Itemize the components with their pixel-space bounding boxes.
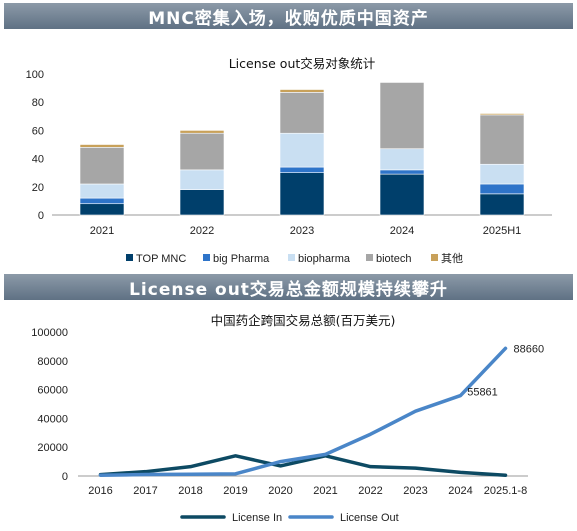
x-tick-label: 2016 — [88, 485, 112, 497]
bar-segment — [279, 172, 325, 216]
x-tick-label: 2020 — [268, 485, 292, 497]
legend-label: biotech — [376, 253, 411, 265]
y-tick-label: 0 — [62, 471, 68, 483]
bar-segment — [279, 132, 325, 168]
x-tick-label: 2017 — [133, 485, 157, 497]
section-banner-license-out: License out交易总金额规模持续攀升 — [4, 274, 573, 300]
x-tick-label: 2023 — [290, 225, 314, 237]
y-tick-label: 40000 — [37, 413, 68, 425]
series-line — [98, 346, 508, 478]
legend-label: 其他 — [441, 252, 463, 265]
bar-segment — [379, 173, 425, 216]
chart-title: 中国药企跨国交易总额(百万美元) — [211, 313, 396, 328]
x-tick-label: 2018 — [178, 485, 202, 497]
bar-segment — [279, 92, 325, 134]
x-tick-label: 2024 — [448, 485, 472, 497]
legend-swatch — [288, 254, 295, 261]
y-tick-label: 20000 — [37, 442, 68, 454]
y-tick-label: 100000 — [31, 327, 68, 339]
legend-swatch — [203, 254, 210, 261]
y-tick-label: 20 — [32, 182, 44, 194]
legend-label: big Pharma — [213, 253, 270, 265]
section-banner-mnc: MNC密集入场，收购优质中国资产 — [4, 3, 573, 29]
series-line — [98, 454, 508, 478]
x-tick-label: 2025H1 — [483, 225, 522, 237]
bar-segment — [379, 82, 425, 150]
y-tick-label: 60000 — [37, 385, 68, 397]
x-tick-label: 2025.1-8 — [484, 485, 527, 497]
y-tick-label: 60 — [32, 125, 44, 137]
bar-segment — [479, 113, 525, 116]
bar-segment — [79, 144, 125, 148]
legend-label: biopharma — [298, 253, 351, 265]
bar-segment — [479, 114, 525, 165]
y-tick-label: 0 — [38, 210, 44, 222]
y-tick-label: 80000 — [37, 356, 68, 368]
x-tick-label: 2023 — [403, 485, 427, 497]
legend-swatch — [366, 254, 373, 261]
legend-swatch — [126, 254, 133, 261]
x-tick-label: 2024 — [390, 225, 414, 237]
legend-label: TOP MNC — [136, 253, 186, 265]
x-tick-label: 2022 — [358, 485, 382, 497]
bar-segment — [179, 189, 225, 216]
y-tick-label: 80 — [32, 97, 44, 109]
x-tick-label: 2019 — [223, 485, 247, 497]
bar-segment — [279, 89, 325, 93]
x-tick-label: 2021 — [90, 225, 114, 237]
y-tick-label: 100 — [26, 69, 44, 81]
x-tick-label: 2022 — [190, 225, 214, 237]
stacked-bar-chart: License out交易对象统计 0 20 40 60 80 100 2021 2022 202… — [26, 56, 552, 265]
legend-label: License In — [232, 512, 282, 524]
bar-segment — [179, 132, 225, 171]
x-tick-label: 2021 — [313, 485, 337, 497]
data-label: 88660 — [514, 343, 545, 355]
bar-segment — [179, 130, 225, 134]
data-label: 55861 — [467, 387, 498, 399]
legend-swatch — [431, 254, 438, 261]
chart-title: License out交易对象统计 — [229, 56, 376, 71]
y-tick-label: 40 — [32, 154, 44, 166]
legend-label: License Out — [340, 512, 399, 524]
